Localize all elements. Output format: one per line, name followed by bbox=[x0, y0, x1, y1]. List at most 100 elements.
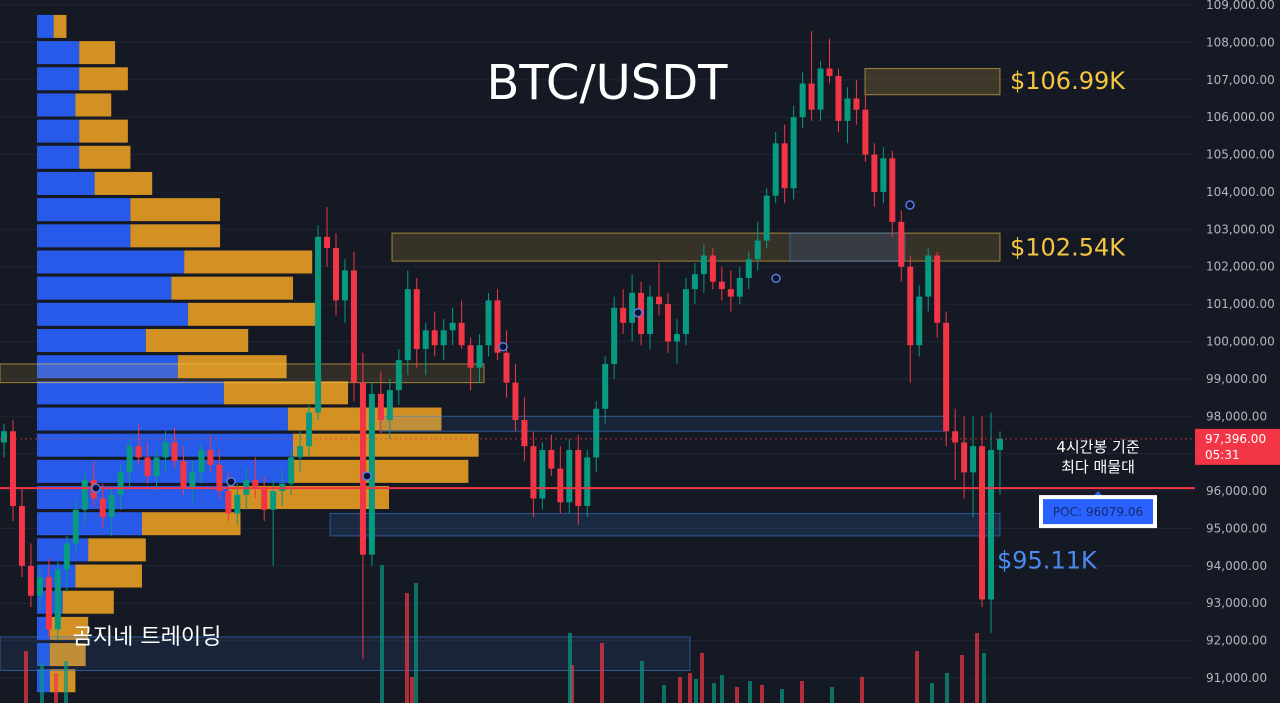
candle-body bbox=[189, 472, 196, 488]
profile-buy-bar bbox=[37, 302, 189, 326]
volume-profile bbox=[37, 14, 479, 693]
candle-body bbox=[647, 296, 654, 335]
current-price-badge bbox=[1195, 428, 1280, 465]
brand-watermark: 곰지네 트레이딩 bbox=[73, 625, 222, 650]
price-zone bbox=[329, 512, 1001, 537]
poc-label: POC: 96079.06 bbox=[1053, 505, 1143, 519]
candle-body bbox=[530, 446, 537, 499]
candle-body bbox=[225, 491, 232, 514]
candle-body bbox=[853, 98, 860, 110]
price-tick-label: 105,000.00 bbox=[1206, 148, 1275, 162]
price-tick-label: 106,000.00 bbox=[1206, 110, 1275, 124]
annotation-line-2: 최다 매물대 bbox=[1061, 458, 1135, 476]
candle-body bbox=[970, 446, 977, 473]
profile-sell-bar bbox=[49, 643, 86, 667]
profile-buy-bar bbox=[37, 538, 89, 562]
candle-body bbox=[754, 240, 761, 260]
candle-body bbox=[45, 577, 52, 630]
signal-dot bbox=[498, 341, 508, 352]
candle-body bbox=[611, 307, 618, 364]
candle-body bbox=[862, 109, 869, 155]
volume-bar bbox=[735, 687, 739, 703]
volume-bar bbox=[712, 683, 716, 703]
poc-badge bbox=[1043, 499, 1153, 525]
price-tick-label: 91,000.00 bbox=[1206, 671, 1267, 685]
profile-sell-bar bbox=[75, 93, 112, 117]
candle-body bbox=[18, 506, 25, 566]
volume-bar bbox=[720, 675, 724, 703]
candle-body bbox=[117, 472, 124, 495]
profile-buy-bar bbox=[37, 67, 80, 91]
candle-body bbox=[961, 442, 968, 473]
candle-body bbox=[745, 259, 752, 278]
candle-body bbox=[180, 461, 187, 488]
volume-bar bbox=[410, 677, 414, 703]
profile-buy-bar bbox=[37, 512, 142, 536]
candle-body bbox=[333, 248, 339, 301]
price-tick-label: 95,000.00 bbox=[1206, 521, 1267, 535]
profile-buy-bar bbox=[37, 93, 76, 117]
candle-body bbox=[359, 382, 366, 555]
profile-sell-bar bbox=[79, 119, 128, 143]
level-label: $102.54K bbox=[1010, 234, 1126, 262]
candle-body bbox=[799, 83, 806, 118]
candle-body bbox=[539, 449, 546, 499]
price-tick-label: 103,000.00 bbox=[1206, 222, 1275, 236]
price-axis[interactable]: 109,000.00 108,000.00 107,000.00 106,000.00… bbox=[1206, 0, 1275, 685]
candle-body bbox=[763, 195, 770, 241]
price-tick-label: 100,000.00 bbox=[1206, 335, 1275, 349]
price-zone bbox=[391, 232, 1001, 262]
candle-body bbox=[413, 289, 420, 349]
profile-buy-bar bbox=[37, 171, 95, 195]
price-tick-label: 108,000.00 bbox=[1206, 35, 1275, 49]
volume-bar bbox=[40, 663, 44, 703]
signal-dot bbox=[226, 476, 236, 487]
candle-body bbox=[72, 509, 79, 544]
profile-sell-bar bbox=[223, 381, 349, 405]
candle-body bbox=[620, 307, 627, 323]
candle-body bbox=[988, 449, 995, 600]
profile-sell-bar bbox=[289, 459, 469, 483]
candle-body bbox=[665, 304, 671, 342]
candle-body bbox=[602, 363, 609, 409]
candle-body bbox=[467, 345, 474, 368]
profile-buy-bar bbox=[37, 381, 224, 405]
candle-body bbox=[682, 289, 689, 335]
candle-body bbox=[63, 543, 70, 570]
candle-body bbox=[126, 446, 133, 473]
profile-sell-bar bbox=[75, 564, 142, 588]
candle-body bbox=[99, 498, 106, 518]
candle-body bbox=[727, 289, 734, 297]
volume-bar bbox=[688, 673, 692, 703]
candle-body bbox=[844, 98, 851, 121]
candle-body bbox=[27, 565, 34, 596]
profile-buy-bar bbox=[37, 119, 80, 143]
price-tick-label: 109,000.00 bbox=[1206, 0, 1275, 12]
candle-body bbox=[395, 360, 402, 391]
profile-sell-bar bbox=[62, 590, 114, 614]
candle-body bbox=[593, 408, 600, 458]
volume-bar bbox=[930, 683, 934, 703]
price-zone bbox=[0, 363, 485, 384]
candle-body bbox=[485, 300, 492, 346]
volume-bar bbox=[945, 673, 949, 703]
candle-body bbox=[997, 438, 1003, 450]
candle-body bbox=[171, 442, 178, 462]
profile-buy-bar bbox=[37, 643, 50, 667]
volume-bar bbox=[694, 679, 698, 703]
profile-sell-bar bbox=[53, 14, 67, 38]
price-zone bbox=[864, 68, 1001, 96]
candle-body bbox=[934, 255, 941, 323]
price-tick-label: 98,000.00 bbox=[1206, 409, 1267, 423]
candle-body bbox=[270, 491, 277, 510]
candle-body bbox=[566, 449, 573, 503]
volume-bar bbox=[24, 651, 28, 703]
candle-body bbox=[144, 457, 151, 477]
volume-bar bbox=[800, 681, 804, 703]
candle-body bbox=[943, 322, 950, 432]
candle-body bbox=[736, 277, 743, 297]
candle-body bbox=[135, 446, 142, 458]
price-tick-label: 96,000.00 bbox=[1206, 484, 1267, 498]
candle-body bbox=[898, 221, 905, 267]
candle-body bbox=[629, 292, 636, 323]
